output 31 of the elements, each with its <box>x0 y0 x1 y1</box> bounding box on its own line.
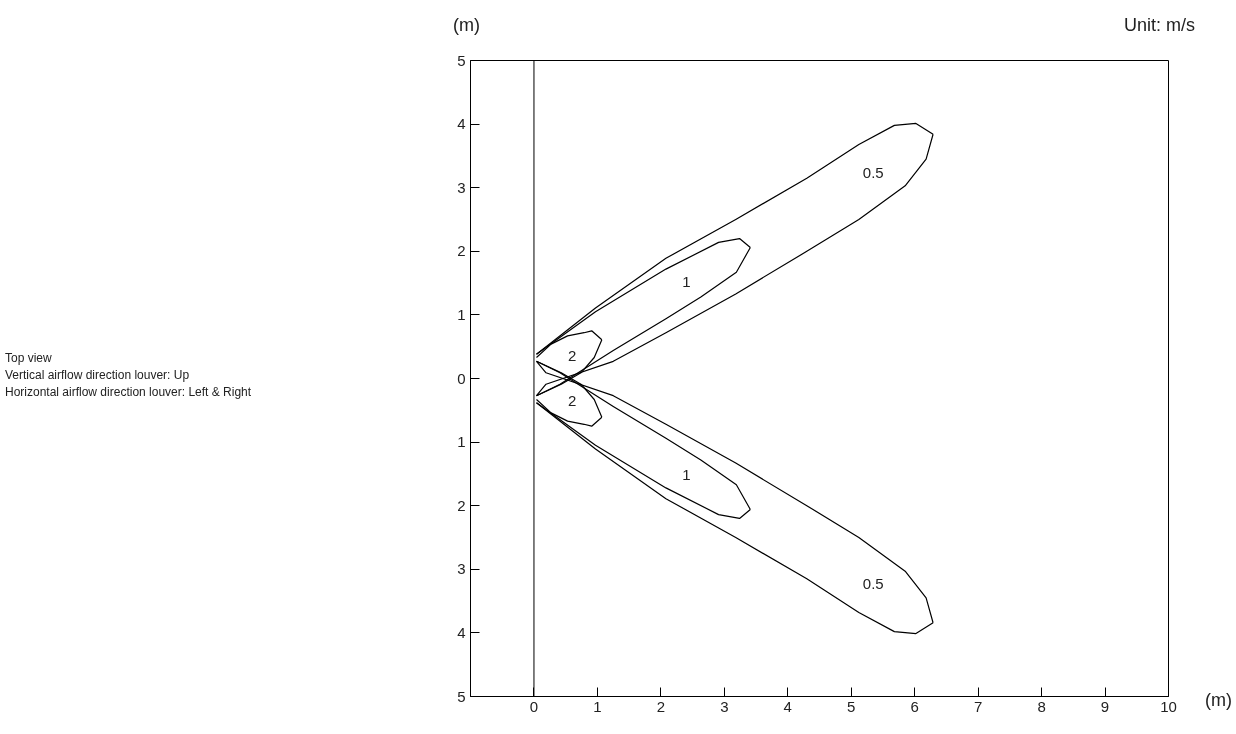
series-label: 2 <box>568 347 577 365</box>
x-tick-label: 3 <box>720 697 729 715</box>
series-label: 0.5 <box>862 575 884 593</box>
y-tick-label: 3 <box>457 560 466 578</box>
x-tick-label: 0 <box>529 697 539 715</box>
y-tick-label: 2 <box>457 242 466 260</box>
x-tick-label: 1 <box>593 697 602 715</box>
series-label: 1 <box>682 273 691 291</box>
text: Top view Vertical airflow direction louver: Up Horizontal airflow direction louver: Left & Right <box>5 350 252 402</box>
x-tick-label: 9 <box>1100 697 1110 715</box>
series-label: 0.5 <box>862 163 884 181</box>
y-tick-label: 4 <box>457 623 466 641</box>
y-tick-label: 3 <box>457 178 466 196</box>
x-tick-label: 8 <box>1037 697 1046 715</box>
x-tick-label: 4 <box>783 697 792 715</box>
x-axis-title: (m) <box>1205 689 1232 712</box>
series-label: 1 <box>682 465 691 483</box>
y-tick-label: 1 <box>457 305 466 323</box>
y-tick-label: 2 <box>457 496 466 514</box>
x-tick-label: 6 <box>910 697 919 715</box>
y-tick-label: 1 <box>457 433 466 451</box>
series-label: 2 <box>568 391 577 409</box>
y-axis-title: (m) <box>453 14 480 37</box>
chart-subtitle: Unit: m/s <box>1123 14 1195 37</box>
x-tick-label: 5 <box>847 697 856 715</box>
y-tick-label: 0 <box>457 369 466 387</box>
y-tick-label: 4 <box>457 115 466 133</box>
y-tick-label: 5 <box>457 51 466 69</box>
x-tick-label: 7 <box>973 697 983 715</box>
x-tick-label: 10 <box>1160 697 1177 715</box>
x-tick-label: 2 <box>656 697 666 715</box>
